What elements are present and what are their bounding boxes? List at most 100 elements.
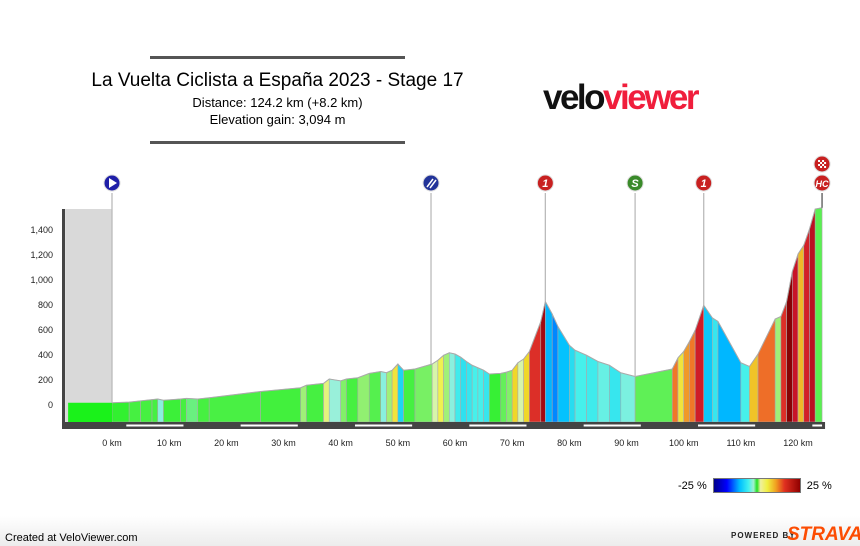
profile-segment [523, 350, 530, 423]
profile-segment [391, 363, 399, 423]
x-tick-label: 70 km [500, 438, 525, 448]
road-dash [240, 424, 298, 427]
y-tick-label: 0 [48, 400, 53, 410]
marker-start [103, 174, 121, 192]
logo-part-velo: velo [543, 78, 606, 117]
checker-square [822, 160, 825, 162]
checker-square [822, 164, 825, 166]
profile-segment [569, 344, 576, 423]
x-tick-label: 10 km [157, 438, 182, 448]
profile-segment [386, 369, 393, 423]
profile-segment [740, 362, 750, 423]
x-tick-label: 30 km [271, 438, 296, 448]
profile-segment [300, 384, 307, 423]
legend-color-bar [712, 478, 801, 493]
profile-segment [477, 367, 484, 423]
profile-segment [466, 360, 473, 423]
y-tick-label: 800 [38, 300, 53, 310]
profile-segment [306, 383, 324, 423]
profile-segment [328, 378, 341, 423]
marker-climb-cat-1: 1 [695, 174, 713, 192]
profile-segment [557, 325, 570, 423]
y-tick-label: 1,400 [30, 225, 53, 235]
play-icon [109, 178, 117, 188]
road-dash [697, 424, 756, 427]
profile-segment [809, 208, 816, 423]
x-tick-label: 120 km [783, 438, 813, 448]
profile-segment [774, 316, 782, 423]
profile-segment [454, 353, 462, 423]
y-tick-label: 400 [38, 350, 53, 360]
profile-segment [506, 369, 513, 423]
sprint-icon [626, 174, 644, 192]
marker-label: 1 [542, 178, 548, 190]
profile-segment [500, 371, 507, 423]
distance-text: Distance: 124.2 km (+8.2 km) [192, 95, 363, 110]
x-tick-label: 40 km [328, 438, 353, 448]
climb-cat-1-icon [536, 174, 554, 192]
profile-segment [689, 330, 696, 423]
profile-segment [323, 378, 330, 423]
profile-segment [471, 364, 479, 423]
road-dash [126, 424, 184, 427]
profile-segment [803, 228, 810, 423]
profile-segment [609, 364, 622, 423]
profile-segment [586, 354, 599, 423]
profile-segment [128, 400, 141, 423]
y-tick-label: 600 [38, 325, 53, 335]
profile-segment [163, 398, 181, 423]
profile-segment [140, 399, 153, 423]
x-tick-label: 0 km [102, 438, 122, 448]
profile-segment [703, 304, 713, 423]
y-tick-label: 200 [38, 375, 53, 385]
profile-segment [380, 371, 387, 423]
road-dash [583, 424, 641, 427]
checker-square [818, 164, 821, 166]
x-tick-label: 80 km [557, 438, 582, 448]
profile-segment [157, 398, 164, 423]
road-dash [354, 424, 413, 427]
profile-outline [111, 207, 823, 404]
gradient-legend: -25 % 25 % [678, 478, 832, 493]
y-axis-line [62, 209, 65, 422]
elevation-profile-chart: 0 200 400 600 800 1,000 1,200 1,400 0 km 10 km 20 … [30, 155, 831, 448]
profile-segment [677, 350, 685, 423]
x-tick-label: 90 km [614, 438, 639, 448]
climb-hc-finish-icon [813, 174, 831, 192]
profile-segment [814, 207, 823, 423]
checker-square [824, 166, 827, 168]
profile-segment [460, 356, 467, 423]
marker-label: HC [816, 179, 829, 189]
profile-segment [786, 271, 793, 423]
marker-climb-hc-finish: HC [813, 155, 831, 192]
profile-segment [397, 363, 404, 423]
checker-square [824, 162, 827, 164]
profile-segment [346, 377, 359, 423]
profile-segment [574, 349, 587, 423]
x-tick-label: 60 km [443, 438, 468, 448]
elevation-gain-text: Elevation gain: 3,094 m [209, 112, 346, 127]
profile-segment [683, 340, 690, 423]
marker-label: S [631, 178, 639, 190]
profile-segment [197, 397, 210, 423]
footer [0, 516, 860, 546]
profile-segment [431, 359, 439, 423]
profile-segment [717, 320, 742, 423]
profile-segment [414, 363, 433, 423]
checker-square [820, 162, 823, 164]
profile-segment-neutral [68, 402, 112, 422]
profile-segment [403, 368, 416, 423]
profile-segment [694, 305, 705, 423]
profile-segment [368, 371, 381, 423]
strava-logo[interactable]: STRAVA [787, 524, 860, 545]
profile-segment [437, 354, 444, 423]
climb-cat-1-icon [695, 174, 713, 192]
profile-segment [620, 372, 636, 423]
profile-segment [260, 387, 301, 423]
profile-segment [208, 391, 261, 423]
created-at-link[interactable]: Created at VeloViewer.com [5, 532, 138, 544]
legend-min-label: -25 % [678, 479, 707, 492]
marker-label: 1 [701, 178, 707, 190]
road-dash [812, 424, 823, 427]
profile-segment [483, 369, 490, 423]
